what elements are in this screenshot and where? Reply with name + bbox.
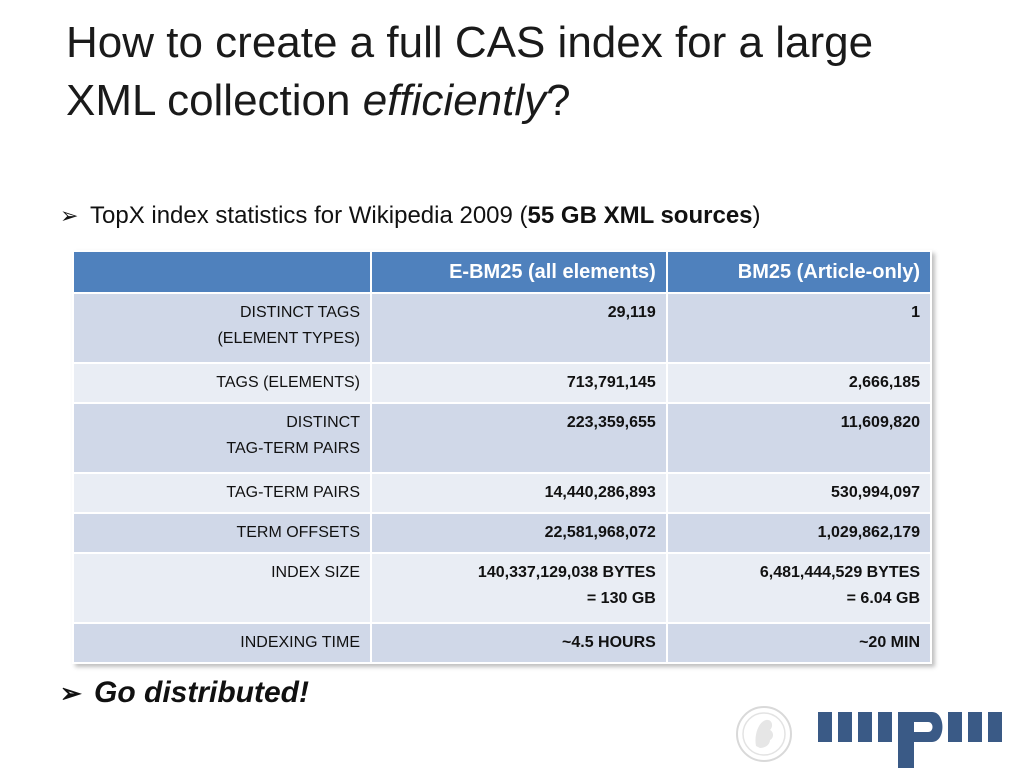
table-header-bm25: BM25 (Article-only) — [665, 250, 933, 294]
table-cell-bm25-line: 1,029,862,179 — [817, 524, 920, 541]
table-cell-bm25: 2,666,185 — [665, 362, 933, 404]
mpi-logo — [736, 706, 1002, 768]
table-cell-bm25: ~20 MIN — [665, 622, 933, 664]
table-cell-label: TAGS (ELEMENTS) — [72, 362, 372, 404]
table-cell-ebm25: 223,359,655 — [370, 402, 668, 474]
table-row: DISTINCT TAG-TERM PAIRS 223,359,655 11,609,… — [72, 402, 933, 474]
table-row: DISTINCT TAGS (ELEMENT TYPES) 29,119 1 — [72, 292, 933, 364]
table-cell-label: TERM OFFSETS — [72, 512, 372, 554]
table-cell-bm25-line: 530,994,097 — [831, 484, 920, 501]
table-cell-label-line: DISTINCT TAGS — [239, 304, 360, 321]
table-row: TAG-TERM PAIRS 14,440,286,893 530,994,097 — [72, 472, 933, 514]
table-cell-bm25: 11,609,820 — [665, 402, 933, 474]
table-cell-label-line: TAG-TERM PAIRS — [226, 484, 360, 501]
table-cell-label-line: INDEXING TIME — [240, 634, 360, 651]
table-cell-ebm25: 29,119 — [370, 292, 668, 364]
table-cell-label-line: DISTINCT — [286, 414, 360, 431]
table-cell-label-line: INDEX SIZE — [271, 564, 360, 581]
table-cell-ebm25-line: 14,440,286,893 — [544, 484, 656, 501]
index-statistics-table: E-BM25 (all elements) BM25 (Article-only… — [72, 250, 933, 664]
bullet-text: Go distributed! — [94, 676, 309, 709]
bullet-topx-statistics: ➢ TopX index statistics for Wikipedia 20… — [60, 202, 761, 230]
table-cell-bm25: 6,481,444,529 BYTES = 6.04 GB — [665, 552, 933, 624]
table-cell-ebm25: 22,581,968,072 — [370, 512, 668, 554]
table-cell-bm25-line: 11,609,820 — [840, 414, 920, 431]
table-cell-ebm25-line: 29,119 — [607, 304, 656, 321]
mpi-wordmark-icon — [818, 712, 1002, 768]
title-question-mark: ? — [546, 76, 571, 125]
table-cell-ebm25-line: 223,359,655 — [566, 414, 656, 431]
table-cell-bm25-line: 1 — [911, 304, 920, 321]
table-cell-ebm25-line: ~4.5 HOURS — [562, 634, 656, 651]
table-cell-bm25-line: ~20 MIN — [859, 634, 920, 651]
table-cell-ebm25-line: 140,337,129,038 BYTES — [477, 564, 656, 581]
bullet-arrow-icon: ➢ — [60, 677, 82, 708]
title-emphasis: efficiently — [362, 76, 547, 125]
table-cell-ebm25: 140,337,129,038 BYTES = 130 GB — [370, 552, 668, 624]
table-cell-label: DISTINCT TAG-TERM PAIRS — [72, 402, 372, 474]
table-cell-bm25: 530,994,097 — [665, 472, 933, 514]
table-cell-label-line: TAG-TERM PAIRS — [226, 440, 360, 457]
table-cell-label: TAG-TERM PAIRS — [72, 472, 372, 514]
table-cell-label: DISTINCT TAGS (ELEMENT TYPES) — [72, 292, 372, 364]
table-row: INDEXING TIME ~4.5 HOURS ~20 MIN — [72, 622, 933, 664]
table-cell-bm25: 1 — [665, 292, 933, 364]
table-cell-bm25-line: 6,481,444,529 BYTES — [759, 564, 920, 581]
table-row: TAGS (ELEMENTS) 713,791,145 2,666,185 — [72, 362, 933, 404]
table-cell-bm25-line: = 6.04 GB — [846, 590, 920, 607]
minerva-seal-icon — [736, 706, 792, 762]
table-cell-bm25-line: 2,666,185 — [848, 374, 920, 391]
title-text: How to create a full CAS index for a lar… — [66, 18, 874, 125]
bullet-text-end: ) — [752, 202, 761, 229]
table-cell-ebm25-line: = 130 GB — [586, 590, 656, 607]
table-row: INDEX SIZE 140,337,129,038 BYTES = 130 GB 6… — [72, 552, 933, 624]
table-header-ebm25: E-BM25 (all elements) — [370, 250, 668, 294]
table-cell-label: INDEXING TIME — [72, 622, 372, 664]
table-cell-ebm25-line: 713,791,145 — [566, 374, 656, 391]
table-row: TERM OFFSETS 22,581,968,072 1,029,862,179 — [72, 512, 933, 554]
table-cell-label: INDEX SIZE — [72, 552, 372, 624]
table-cell-label-line: TERM OFFSETS — [236, 524, 360, 541]
table-header-row: E-BM25 (all elements) BM25 (Article-only… — [72, 250, 933, 294]
table-header-empty — [72, 250, 372, 294]
table-cell-bm25: 1,029,862,179 — [665, 512, 933, 554]
slide-title: How to create a full CAS index for a lar… — [66, 14, 966, 130]
bullet-text-bold: 55 GB XML sources — [527, 202, 753, 229]
table-cell-ebm25: 14,440,286,893 — [370, 472, 668, 514]
bullet-text-start: TopX index statistics for Wikipedia 2009… — [90, 202, 528, 229]
table-cell-label-line: TAGS (ELEMENTS) — [216, 374, 360, 391]
table-cell-ebm25: 713,791,145 — [370, 362, 668, 404]
table-cell-ebm25-line: 22,581,968,072 — [544, 524, 656, 541]
bullet-go-distributed: ➢ Go distributed! — [60, 676, 309, 710]
table-cell-ebm25: ~4.5 HOURS — [370, 622, 668, 664]
bullet-arrow-icon: ➢ — [60, 203, 79, 228]
bullet-text: TopX index statistics for Wikipedia 2009… — [90, 202, 761, 230]
table-body: DISTINCT TAGS (ELEMENT TYPES) 29,119 1 TAGS … — [72, 292, 933, 664]
table-cell-label-line: (ELEMENT TYPES) — [217, 330, 360, 347]
